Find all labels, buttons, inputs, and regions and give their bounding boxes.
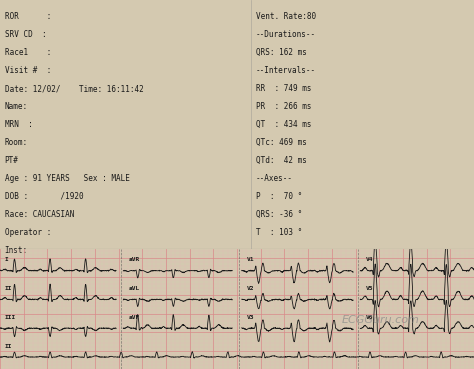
- Text: --Axes--: --Axes--: [256, 174, 293, 183]
- Text: QT  : 434 ms: QT : 434 ms: [256, 120, 311, 129]
- Text: QTd:  42 ms: QTd: 42 ms: [256, 156, 307, 165]
- Text: QRS: 162 ms: QRS: 162 ms: [256, 48, 307, 57]
- Text: aVF: aVF: [128, 315, 140, 320]
- Text: II: II: [5, 286, 12, 291]
- Text: III: III: [5, 315, 16, 320]
- Text: Race: CAUCASIAN: Race: CAUCASIAN: [5, 210, 74, 219]
- Text: aVR: aVR: [128, 257, 140, 262]
- Text: RR  : 749 ms: RR : 749 ms: [256, 84, 311, 93]
- Text: P  :  70 °: P : 70 °: [256, 192, 302, 201]
- Text: Date: 12/02/    Time: 16:11:42: Date: 12/02/ Time: 16:11:42: [5, 84, 144, 93]
- Text: SRV CD  :: SRV CD :: [5, 30, 46, 39]
- Text: Inst:: Inst:: [5, 246, 28, 255]
- Text: Visit #  :: Visit # :: [5, 66, 51, 75]
- Text: Operator :: Operator :: [5, 228, 51, 237]
- Text: MRN  :: MRN :: [5, 120, 33, 129]
- Text: DOB :       /1920: DOB : /1920: [5, 192, 83, 201]
- Text: QTc: 469 ms: QTc: 469 ms: [256, 138, 307, 147]
- Text: Age : 91 YEARS   Sex : MALE: Age : 91 YEARS Sex : MALE: [5, 174, 129, 183]
- Text: PT#: PT#: [5, 156, 18, 165]
- Text: V5: V5: [366, 286, 374, 291]
- Text: ROR      :: ROR :: [5, 13, 51, 21]
- Text: T  : 103 °: T : 103 °: [256, 228, 302, 237]
- Text: Name:: Name:: [5, 102, 28, 111]
- Text: V4: V4: [366, 257, 374, 262]
- Text: PR  : 266 ms: PR : 266 ms: [256, 102, 311, 111]
- Text: V3: V3: [247, 315, 255, 320]
- Text: aVL: aVL: [128, 286, 140, 291]
- Text: Race1    :: Race1 :: [5, 48, 51, 57]
- Text: V1: V1: [247, 257, 255, 262]
- Text: V6: V6: [366, 315, 374, 320]
- Text: II: II: [5, 344, 12, 349]
- Text: ECGGuru.com: ECGGuru.com: [341, 315, 419, 325]
- Text: Vent. Rate:80: Vent. Rate:80: [256, 13, 316, 21]
- Text: --Intervals--: --Intervals--: [256, 66, 316, 75]
- Text: --Durations--: --Durations--: [256, 30, 316, 39]
- Text: V2: V2: [247, 286, 255, 291]
- Text: QRS: -36 °: QRS: -36 °: [256, 210, 302, 219]
- Text: I: I: [5, 257, 9, 262]
- Text: Room:: Room:: [5, 138, 28, 147]
